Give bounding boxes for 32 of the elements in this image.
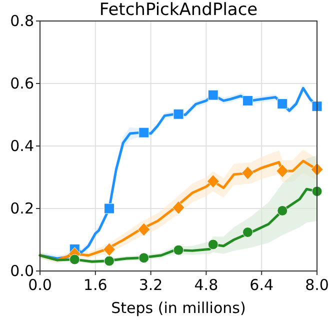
point: [206, 174, 220, 188]
point: [69, 254, 80, 265]
point: [242, 95, 253, 106]
y-tick-label: 0.4: [10, 137, 34, 155]
point: [208, 239, 218, 250]
point: [277, 205, 288, 216]
point: [173, 108, 184, 120]
x-tick-label: 8.0: [305, 276, 329, 294]
x-axis-title: Steps (in millions): [111, 299, 246, 317]
point: [277, 98, 288, 110]
point: [312, 186, 322, 197]
point: [104, 203, 114, 214]
point: [242, 227, 253, 238]
point: [138, 127, 150, 138]
point: [173, 244, 184, 256]
point: [242, 166, 254, 180]
x-tick-label: 4.8: [194, 276, 218, 294]
y-tick-label: 0.6: [10, 74, 34, 92]
x-tick-label: 3.2: [138, 276, 163, 294]
chart-title: FetchPickAndPlace: [99, 0, 258, 20]
point: [103, 242, 116, 256]
y-tick-label: 0.8: [10, 12, 34, 30]
point: [172, 200, 185, 214]
point: [208, 90, 218, 100]
y-tick-label: 0.2: [10, 200, 34, 218]
point: [104, 256, 114, 266]
x-tick-label: 6.4: [250, 276, 274, 294]
x-tick-label: 1.6: [83, 276, 108, 294]
point: [276, 164, 289, 178]
point: [138, 222, 150, 236]
point: [312, 101, 322, 112]
point: [138, 252, 150, 264]
